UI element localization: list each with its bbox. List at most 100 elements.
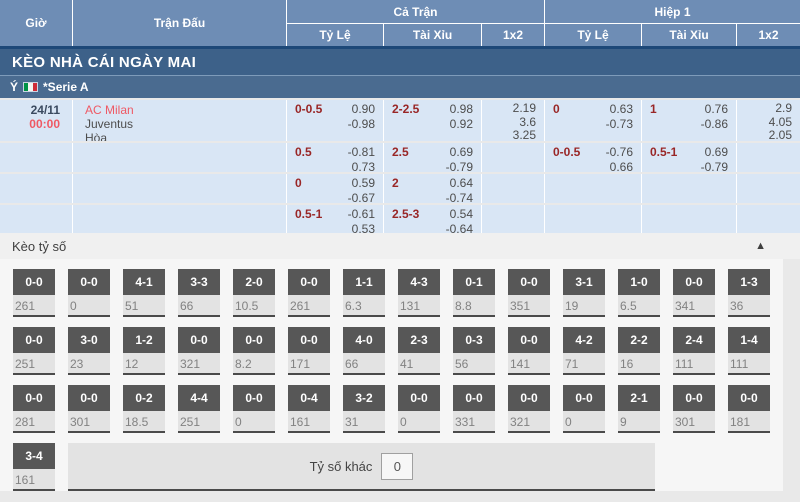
score-button[interactable]: 0-1 bbox=[453, 269, 495, 295]
score-odds-cell[interactable]: 0-1 8.8 bbox=[453, 269, 495, 317]
score-odds-cell[interactable]: 4-2 71 bbox=[563, 327, 605, 375]
h1-handicap-odds-cell[interactable]: 0 0.63 -0.73 bbox=[545, 100, 641, 141]
score-odds-cell[interactable]: 3-1 19 bbox=[563, 269, 605, 317]
h1-overunder-odds-cell[interactable]: 1 0.76 -0.86 bbox=[642, 100, 736, 141]
score-odds-cell[interactable]: 0-0 301 bbox=[68, 385, 110, 433]
score-odds-cell[interactable]: 0-4 161 bbox=[288, 385, 330, 433]
score-button[interactable]: 0-0 bbox=[68, 269, 110, 295]
score-odds-cell[interactable]: 0-0 261 bbox=[13, 269, 55, 317]
score-odds-cell[interactable]: 0-0 251 bbox=[13, 327, 55, 375]
score-button[interactable]: 0-0 bbox=[673, 269, 715, 295]
score-button[interactable]: 0-0 bbox=[13, 327, 55, 353]
score-odds-cell[interactable]: 0-0 321 bbox=[178, 327, 220, 375]
score-button[interactable]: 0-0 bbox=[178, 327, 220, 353]
score-odds-cell[interactable]: 4-3 131 bbox=[398, 269, 440, 317]
score-odds-cell[interactable]: 1-3 36 bbox=[728, 269, 770, 317]
score-button[interactable]: 0-0 bbox=[673, 385, 715, 411]
score-button[interactable]: 3-3 bbox=[178, 269, 220, 295]
score-odds-cell[interactable]: 2-1 9 bbox=[618, 385, 660, 433]
score-button[interactable]: 2-0 bbox=[233, 269, 275, 295]
score-button[interactable]: 1-2 bbox=[123, 327, 165, 353]
ft-overunder-odds-cell[interactable]: 2-2.5 0.98 0.92 bbox=[384, 100, 481, 141]
score-button[interactable]: 0-0 bbox=[233, 327, 275, 353]
score-odds-cell[interactable]: 0-0 301 bbox=[673, 385, 715, 433]
score-odds-cell[interactable]: 0-0 331 bbox=[453, 385, 495, 433]
h1-handicap-odds-cell[interactable]: 0-0.5 -0.76 0.66 bbox=[545, 143, 641, 172]
h1-1x2-odds-cell[interactable]: 2.9 4.05 2.05 bbox=[737, 100, 800, 141]
ft-handicap-odds-cell[interactable]: 0 0.59 -0.67 bbox=[287, 174, 383, 203]
score-odds-cell[interactable]: 2-4 111 bbox=[673, 327, 715, 375]
score-odds-cell[interactable]: 1-4 111 bbox=[728, 327, 770, 375]
ft-handicap-odds-cell[interactable]: 0.5 -0.81 0.73 bbox=[287, 143, 383, 172]
score-odds-cell[interactable]: 0-0 171 bbox=[288, 327, 330, 375]
score-button[interactable]: 0-0 bbox=[508, 327, 550, 353]
ft-1x2-odds-cell[interactable]: 2.19 3.6 3.25 bbox=[482, 100, 544, 141]
score-odds-cell[interactable]: 0-3 56 bbox=[453, 327, 495, 375]
score-button[interactable]: 4-1 bbox=[123, 269, 165, 295]
score-odds-cell[interactable]: 3-3 66 bbox=[178, 269, 220, 317]
score-odds-cell[interactable]: 0-0 141 bbox=[508, 327, 550, 375]
score-button[interactable]: 3-4 bbox=[13, 443, 55, 469]
league-bar[interactable]: Ý *Serie A bbox=[0, 76, 800, 98]
other-score-value-box[interactable]: 0 bbox=[381, 452, 414, 480]
score-button[interactable]: 3-2 bbox=[343, 385, 385, 411]
score-odds-cell[interactable]: 0-0 261 bbox=[288, 269, 330, 317]
score-button[interactable]: 1-3 bbox=[728, 269, 770, 295]
score-button[interactable]: 0-0 bbox=[288, 327, 330, 353]
score-button[interactable]: 0-4 bbox=[288, 385, 330, 411]
score-button[interactable]: 1-1 bbox=[343, 269, 385, 295]
score-odds-cell[interactable]: 1-0 6.5 bbox=[618, 269, 660, 317]
score-button[interactable]: 0-0 bbox=[68, 385, 110, 411]
score-button[interactable]: 4-2 bbox=[563, 327, 605, 353]
score-odds-cell[interactable]: 3-2 31 bbox=[343, 385, 385, 433]
score-button[interactable]: 0-0 bbox=[13, 269, 55, 295]
match-teams-cell[interactable]: AC Milan Juventus Hòa bbox=[73, 100, 286, 141]
score-button[interactable]: 0-0 bbox=[508, 269, 550, 295]
score-odds-cell[interactable]: 0-0 0 bbox=[233, 385, 275, 433]
score-button[interactable]: 0-0 bbox=[233, 385, 275, 411]
score-odds-cell[interactable]: 1-2 12 bbox=[123, 327, 165, 375]
score-odds-cell[interactable]: 0-0 0 bbox=[68, 269, 110, 317]
score-odds-cell[interactable]: 0-0 0 bbox=[398, 385, 440, 433]
score-button[interactable]: 0-2 bbox=[123, 385, 165, 411]
score-odds-cell[interactable]: 0-0 351 bbox=[508, 269, 550, 317]
score-button[interactable]: 2-3 bbox=[398, 327, 440, 353]
score-odds-cell[interactable]: 4-0 66 bbox=[343, 327, 385, 375]
score-button[interactable]: 0-0 bbox=[563, 385, 605, 411]
score-odds-cell[interactable]: 0-0 281 bbox=[13, 385, 55, 433]
ft-overunder-odds-cell[interactable]: 2 0.64 -0.74 bbox=[384, 174, 481, 203]
chevron-up-icon[interactable]: ▲ bbox=[755, 240, 766, 252]
score-odds-cell[interactable]: 0-0 341 bbox=[673, 269, 715, 317]
score-odds-cell[interactable]: 0-0 0 bbox=[563, 385, 605, 433]
score-button[interactable]: 4-0 bbox=[343, 327, 385, 353]
score-odds-cell[interactable]: 0-0 321 bbox=[508, 385, 550, 433]
ft-overunder-odds-cell[interactable]: 2.5 0.69 -0.79 bbox=[384, 143, 481, 172]
score-button[interactable]: 2-1 bbox=[618, 385, 660, 411]
ft-overunder-odds-cell[interactable]: 2.5-3 0.54 -0.64 bbox=[384, 205, 481, 233]
score-odds-cell[interactable]: 0-0 8.2 bbox=[233, 327, 275, 375]
ft-handicap-odds-cell[interactable]: 0-0.5 0.90 -0.98 bbox=[287, 100, 383, 141]
score-button[interactable]: 0-0 bbox=[398, 385, 440, 411]
score-button[interactable]: 1-4 bbox=[728, 327, 770, 353]
score-button[interactable]: 2-4 bbox=[673, 327, 715, 353]
score-odds-cell[interactable]: 3-0 23 bbox=[68, 327, 110, 375]
score-odds-cell[interactable]: 2-2 16 bbox=[618, 327, 660, 375]
other-score-cell[interactable]: Tỷ số khác 0 bbox=[68, 443, 655, 491]
score-button[interactable]: 0-0 bbox=[453, 385, 495, 411]
score-button[interactable]: 0-0 bbox=[13, 385, 55, 411]
score-odds-cell[interactable]: 0-0 181 bbox=[728, 385, 770, 433]
score-button[interactable]: 3-0 bbox=[68, 327, 110, 353]
score-button[interactable]: 0-3 bbox=[453, 327, 495, 353]
score-button[interactable]: 0-0 bbox=[728, 385, 770, 411]
score-button[interactable]: 4-4 bbox=[178, 385, 220, 411]
score-button[interactable]: 1-0 bbox=[618, 269, 660, 295]
h1-overunder-odds-cell[interactable]: 0.5-1 0.69 -0.79 bbox=[642, 143, 736, 172]
score-odds-cell[interactable]: 2-0 10.5 bbox=[233, 269, 275, 317]
score-button[interactable]: 3-1 bbox=[563, 269, 605, 295]
score-odds-cell[interactable]: 0-2 18.5 bbox=[123, 385, 165, 433]
score-button[interactable]: 0-0 bbox=[508, 385, 550, 411]
score-odds-cell[interactable]: 1-1 6.3 bbox=[343, 269, 385, 317]
score-odds-cell[interactable]: 2-3 41 bbox=[398, 327, 440, 375]
score-button[interactable]: 2-2 bbox=[618, 327, 660, 353]
score-button[interactable]: 4-3 bbox=[398, 269, 440, 295]
